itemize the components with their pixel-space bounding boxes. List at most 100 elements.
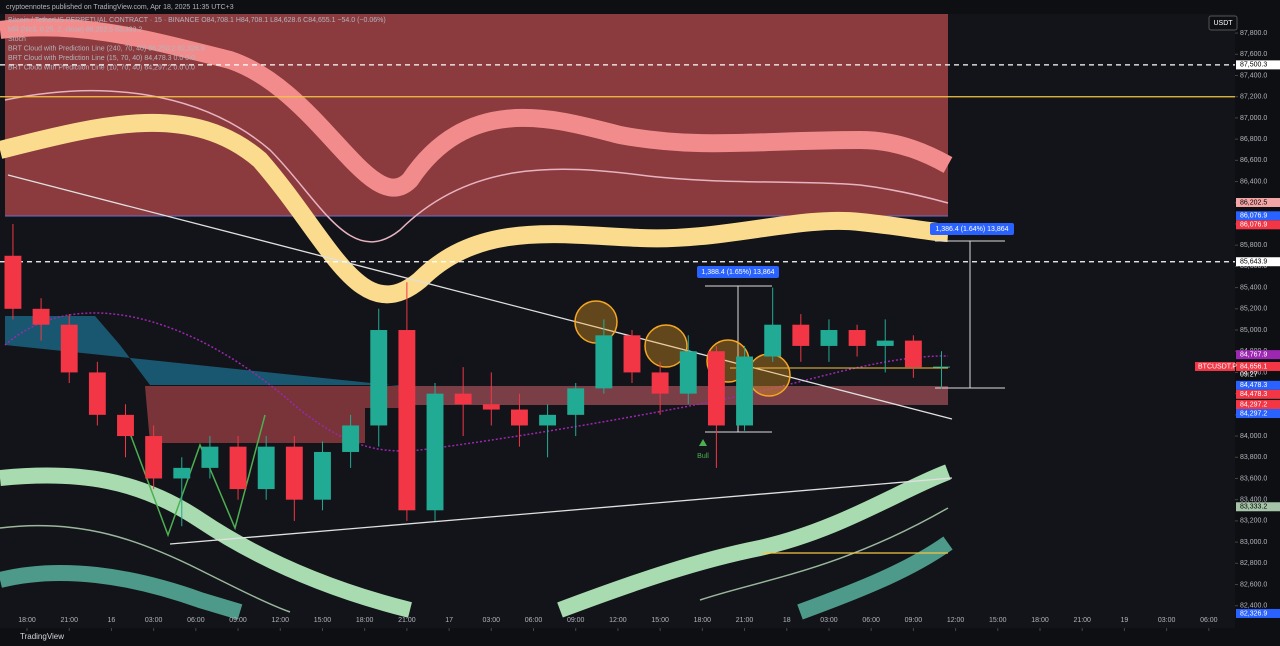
signal-label: Bull (697, 453, 709, 460)
currency-box (1208, 15, 1238, 31)
candle-body (342, 425, 360, 452)
highlight (747, 353, 791, 397)
candle-body (426, 393, 444, 511)
candle-body (88, 372, 106, 415)
candle-body (595, 335, 613, 389)
x-tick-label: 09:00 (567, 617, 585, 624)
candle-body (904, 340, 922, 368)
band-line (4, 89, 949, 243)
legend-line: Stoch (8, 36, 26, 43)
publisher: cryptoennotes published on TradingView.c… (6, 4, 234, 11)
price-label: 87,500.3 (1240, 62, 1267, 69)
price-label-box (1236, 350, 1280, 360)
x-tick-label: 18:00 (356, 617, 374, 624)
candle-body (370, 330, 388, 426)
x-tick-label: 16 (108, 617, 116, 624)
cloud (5, 316, 948, 405)
x-tick-label: 21:00 (398, 617, 416, 624)
candle-body (539, 414, 557, 426)
y-tick-label: 85,000.0 (1240, 327, 1267, 334)
x-tick-label: 03:00 (145, 617, 163, 624)
candle-body (4, 255, 22, 309)
candle-body (482, 404, 500, 410)
price-label-box (1236, 502, 1280, 512)
x-tick-label: 12:00 (271, 617, 289, 624)
symbol-tag: BTCUSDT.P (1198, 363, 1237, 370)
candle-body (60, 324, 78, 373)
x-tick-label: 21:00 (1073, 617, 1091, 624)
y-tick-label: 85,800.0 (1240, 242, 1267, 249)
symbol-box (1195, 361, 1235, 371)
x-tick-label: 15:00 (314, 617, 332, 624)
candle-body (679, 351, 697, 394)
measure-box (930, 223, 1014, 235)
candle-body (117, 414, 134, 437)
countdown: 09:27 (1240, 371, 1258, 378)
band-line (0, 507, 949, 613)
candle-body (567, 388, 585, 415)
candle-body (398, 330, 416, 511)
candle-body (201, 446, 219, 468)
x-tick-label: 21:00 (736, 617, 754, 624)
price-label: 82,326.9 (1240, 610, 1267, 617)
band (0, 536, 953, 620)
candle-body (285, 446, 303, 500)
candle-body (707, 351, 725, 426)
candle-body (764, 324, 782, 357)
legend-line: BRT Cloud with Prediction Line (15, 70, … (8, 55, 195, 62)
price-label-box (1236, 220, 1280, 230)
price-label-box (1236, 380, 1280, 390)
x-tick-label: 17 (445, 617, 453, 624)
price-label: 84,297.2 (1240, 401, 1267, 408)
price-label-box (1236, 409, 1280, 419)
price-label-box (1236, 400, 1280, 410)
price-label: 84,767.9 (1240, 351, 1267, 358)
y-tick-label: 83,000.0 (1240, 539, 1267, 546)
y-tick-label: 87,200.0 (1240, 94, 1267, 101)
price-label-box (1236, 60, 1280, 70)
candle-body (876, 340, 894, 346)
candle-body (314, 451, 331, 500)
candle-body (933, 366, 950, 368)
band (0, 464, 951, 618)
y-tick-label: 86,400.0 (1240, 178, 1267, 185)
x-tick-label: 03:00 (1158, 617, 1176, 624)
band (0, 18, 953, 197)
candle-body (173, 467, 191, 479)
price-label: 83,333.2 (1240, 504, 1267, 511)
y-tick-label: 86,800.0 (1240, 136, 1267, 143)
y-tick-label: 82,600.0 (1240, 581, 1267, 588)
y-tick-label: 83,600.0 (1240, 475, 1267, 482)
candle-body (820, 330, 838, 346)
price-label: 84,478.3 (1240, 382, 1267, 389)
signal-arrow (699, 439, 707, 446)
x-tick-label: 06:00 (187, 617, 205, 624)
candle-body (32, 308, 50, 325)
x-tick-label: 03:00 (820, 617, 838, 624)
legend-line: MR (hlc3, 0.25, 2, close) 86,202.5 83,33… (8, 26, 142, 33)
legend-line: Bitcoin / TetherUS PERPETUAL CONTRACT · … (8, 17, 386, 24)
wave (124, 414, 266, 538)
x-tick-label: 21:00 (60, 617, 78, 624)
price-label: 84,297.2 (1240, 410, 1267, 417)
x-tick-label: 09:00 (229, 617, 247, 624)
y-tick-label: 84,000.0 (1240, 433, 1267, 440)
x-tick-label: 19 (1121, 617, 1129, 624)
price-label-box (1236, 361, 1280, 371)
price-label: 84,656.1 (1240, 363, 1267, 370)
measure-box (697, 266, 779, 278)
band (0, 113, 949, 304)
x-tick-label: 03:00 (483, 617, 501, 624)
measure-label: 1,386.4 (1.64%) 13,864 (935, 226, 1008, 233)
candle-body (736, 356, 753, 426)
x-tick-label: 18:00 (1031, 617, 1049, 624)
y-tick-label: 87,800.0 (1240, 30, 1267, 37)
y-tick-label: 87,600.0 (1240, 51, 1267, 58)
y-tick-label: 87,000.0 (1240, 115, 1267, 122)
x-tick-label: 15:00 (989, 617, 1007, 624)
ma-line (4, 312, 949, 452)
price-label-box (1236, 211, 1280, 221)
x-tick-label: 15:00 (651, 617, 669, 624)
candle-body (229, 446, 247, 490)
candle-body (145, 436, 163, 479)
